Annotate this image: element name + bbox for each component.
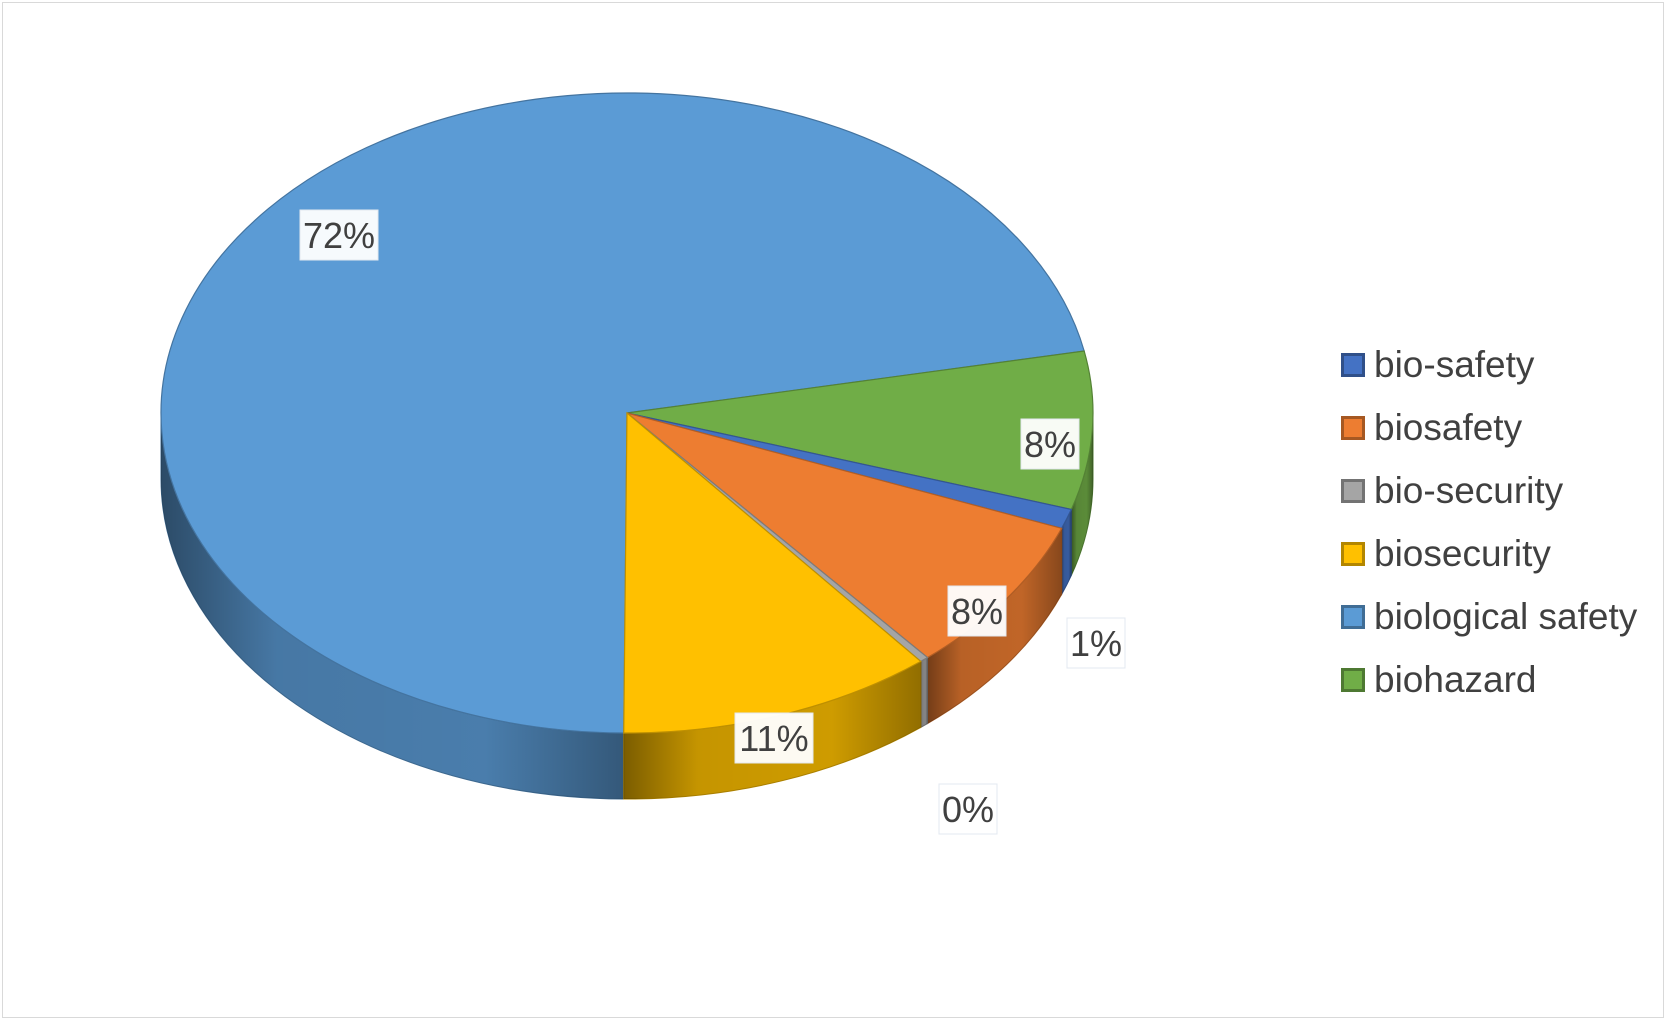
legend-label: biohazard	[1374, 658, 1537, 700]
legend-item-biosecurity: biosecurity	[1341, 522, 1637, 585]
data-label-box	[938, 783, 998, 835]
legend-swatch	[1341, 478, 1365, 503]
legend-swatch	[1341, 415, 1365, 440]
data-label-biological-safety: 1%	[1066, 617, 1126, 669]
data-label-box	[299, 209, 379, 261]
data-label-box	[947, 585, 1007, 637]
slice-bio-safety-side-shade	[161, 413, 624, 799]
data-label-bio-security: 0%	[938, 783, 998, 835]
pie-chart: 72% 8% 1% 8% 0% 11%	[160, 92, 1126, 835]
legend: bio-safety biosafety bio-security biosec…	[1341, 333, 1637, 711]
data-label-box	[1066, 617, 1126, 669]
legend-item-bio-safety: bio-safety	[1341, 333, 1637, 396]
slice-bio-security-side-shade	[920, 657, 928, 728]
legend-label: biological safety	[1374, 595, 1638, 637]
legend-label: biosecurity	[1374, 532, 1551, 574]
legend-item-biological-safety: biological safety	[1341, 585, 1637, 648]
legend-swatch	[1341, 667, 1365, 692]
legend-label: bio-security	[1374, 469, 1564, 511]
data-label-bio-safety: 72%	[299, 209, 379, 261]
data-label-layer: 72% 8% 1% 8% 0% 11%	[299, 209, 1126, 835]
legend-swatch	[1341, 541, 1365, 566]
legend-swatch	[1341, 352, 1365, 377]
data-label-text: 72%	[303, 215, 375, 256]
legend-label: biosafety	[1374, 406, 1523, 448]
data-label-box	[734, 712, 814, 764]
data-label-box	[1020, 418, 1080, 470]
data-label-biosecurity: 11%	[734, 712, 814, 764]
pie-top-layer	[160, 92, 1094, 734]
slice-biohazard	[626, 350, 1094, 511]
slice-biohazard-side-shade	[1071, 413, 1093, 576]
slice-biological-safety-side-shade	[1061, 509, 1072, 595]
data-label-text: 0%	[942, 789, 994, 830]
data-label-text: 11%	[739, 718, 808, 759]
legend-item-bio-security: bio-security	[1341, 459, 1637, 522]
legend-label: bio-safety	[1374, 343, 1535, 385]
data-label-text: 1%	[1070, 623, 1122, 664]
legend-swatch	[1341, 604, 1365, 629]
legend-item-biosafety: biosafety	[1341, 396, 1637, 459]
data-label-text: 8%	[1024, 424, 1076, 465]
legend-item-biohazard: biohazard	[1341, 648, 1637, 711]
data-label-biosafety: 8%	[947, 585, 1007, 637]
data-label-text: 8%	[951, 591, 1003, 632]
slice-bio-safety	[160, 92, 1085, 734]
data-label-biohazard: 8%	[1020, 418, 1080, 470]
